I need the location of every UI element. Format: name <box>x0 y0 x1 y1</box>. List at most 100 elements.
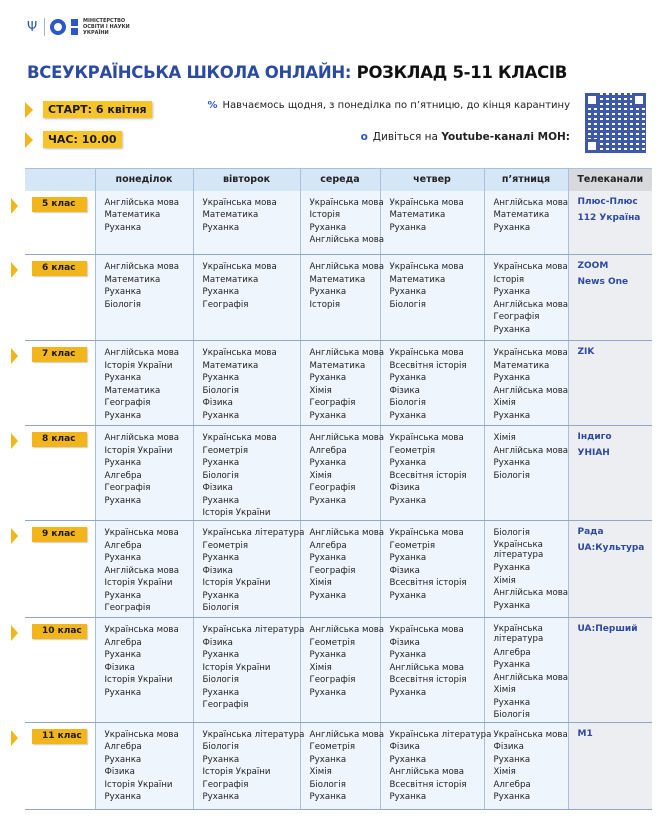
class-row: 7 клас Англійська мова Історія України Руха… <box>11 340 652 426</box>
subject: Хімія <box>493 433 516 443</box>
subject: Руханка <box>493 754 531 765</box>
subject: Англійська мова <box>309 348 385 358</box>
subject: Історія <box>309 299 341 310</box>
trident-icon: Ψ <box>27 19 38 35</box>
subject: Математика <box>389 210 446 220</box>
subject: Руханка <box>309 495 347 506</box>
tv-channel: News One <box>577 277 629 287</box>
subject: Руханка <box>104 553 142 563</box>
class-cell: 10 клас <box>11 617 95 723</box>
subject: Руханка <box>309 373 347 383</box>
subject: Біологія <box>202 742 239 752</box>
subject: Фізика <box>202 637 233 648</box>
subject: Математика <box>493 210 550 220</box>
youtube-info: o Дивіться на Youtube-каналі МОН: <box>360 131 570 143</box>
subject: Англійська мова <box>309 528 385 538</box>
subject: Хімія <box>493 398 516 408</box>
subject: Географія <box>104 398 151 408</box>
day-cell: Українська мова Математика Руханка Біологія <box>379 254 484 341</box>
subject: Математика <box>202 360 259 371</box>
subject: Англійська мова <box>104 197 180 208</box>
subject: Історія України <box>202 578 271 588</box>
subject: Руханка <box>104 590 142 601</box>
subject: Англійська мова <box>309 235 385 245</box>
subject: Руханка <box>493 373 531 383</box>
day-cell: Англійська мова Історія України Руханка Алг… <box>94 425 193 521</box>
subject: Біологія <box>202 675 239 685</box>
subject: Біологія <box>493 710 530 720</box>
subject: Руханка <box>493 660 531 670</box>
subject: Англійська мова <box>309 262 385 272</box>
subject: Фізика <box>104 662 135 673</box>
class-badge: 5 клас <box>32 196 87 212</box>
class-badge: 9 клас <box>32 527 87 542</box>
class-row: 5 клас Англійська мова Математика Руханка Ук… <box>11 190 652 255</box>
class-row: 11 клас Українська мова Алгебра Руханка Фізи… <box>11 722 652 810</box>
day-cell: Українська мова Історія Руханка Англійська … <box>299 190 385 255</box>
tv-channel: UA:Перший <box>577 624 638 634</box>
subject: Руханка <box>309 287 347 297</box>
subject: Руханка <box>202 792 240 802</box>
subject: Історія України <box>104 445 173 456</box>
subject: Хімія <box>309 767 332 777</box>
subject: Історія України <box>104 360 173 371</box>
day-cell: Українська мова Геометрія Руханка Фізика Все… <box>379 520 484 618</box>
subject: Англійська мова <box>493 445 569 456</box>
subject: Географія <box>202 779 249 790</box>
arrow-icon <box>11 729 18 746</box>
day-cell: Українська мова Історія Руханка Англійська … <box>483 254 569 341</box>
subject: Алгебра <box>309 445 347 456</box>
arrow-icon <box>25 131 33 148</box>
tv-channel: Рада <box>577 527 604 537</box>
channels-cell: Індиго УНІАН <box>567 425 652 521</box>
subject: Українська мова <box>202 262 277 272</box>
day-cell: Англійська мова Геометрія Руханка Хімія Геог… <box>299 617 384 723</box>
subject: Геометрія <box>309 637 356 648</box>
subject: Фізика <box>493 742 524 752</box>
day-cell: Українська література Геометрія Руханка Фіз… <box>192 520 305 618</box>
arrow-icon <box>11 348 18 364</box>
subject: Українська література <box>389 729 492 740</box>
subject: Географія <box>104 483 151 493</box>
subject: Англійська мова <box>104 433 180 443</box>
subject: Англійська мова <box>389 662 465 673</box>
subject: Руханка <box>202 495 240 506</box>
subject: Геометрія <box>202 445 249 456</box>
column-header <box>25 168 95 191</box>
subject: Руханка <box>309 687 347 698</box>
subject: Фізика <box>202 483 233 493</box>
subject: Англійська мова <box>493 299 569 310</box>
class-cell: 5 клас <box>11 190 95 255</box>
subject: Українська література <box>202 528 305 538</box>
subject: Руханка <box>202 222 240 233</box>
column-header: Телеканали <box>567 168 652 191</box>
day-cell: Українська мова Алгебра Руханка Фізика Істор… <box>94 722 193 810</box>
channels-cell: M1 <box>567 722 652 810</box>
subject: Біологія <box>493 470 530 481</box>
channels-cell: Плюс-Плюс 112 Україна <box>567 190 652 255</box>
day-cell: Українська мова Фізика Руханка Англійська м… <box>379 617 484 723</box>
subject: Руханка <box>309 650 347 660</box>
subject: Руханка <box>493 410 531 421</box>
subject: Хімія <box>309 662 332 673</box>
subject: Історія України <box>104 578 173 588</box>
subject: Алгебра <box>104 742 142 752</box>
subject: Всесвітня історія <box>389 779 467 790</box>
day-cell: Біологія Українська література Руханка Хімі… <box>483 520 568 618</box>
circle-icon: o <box>360 131 368 143</box>
class-cell: 6 клас <box>11 254 95 341</box>
subject: Математика <box>493 360 550 371</box>
subject: Руханка <box>202 410 240 421</box>
subject: Українська література <box>493 539 544 560</box>
class-badge: 8 клас <box>32 432 87 447</box>
subject: Фізика <box>202 398 233 408</box>
subject: Географія <box>493 312 540 322</box>
subject: Хімія <box>493 767 516 777</box>
subject: Українська мова <box>389 348 464 358</box>
day-cell: Українська мова Фізика Руханка Хімія Алгебра… <box>483 722 568 810</box>
arrow-icon <box>11 262 18 278</box>
subject: Українська література <box>202 729 305 740</box>
subject: Українська мова <box>104 528 179 538</box>
channels-cell: ZIK <box>567 340 652 426</box>
qr-code[interactable] <box>585 93 646 153</box>
